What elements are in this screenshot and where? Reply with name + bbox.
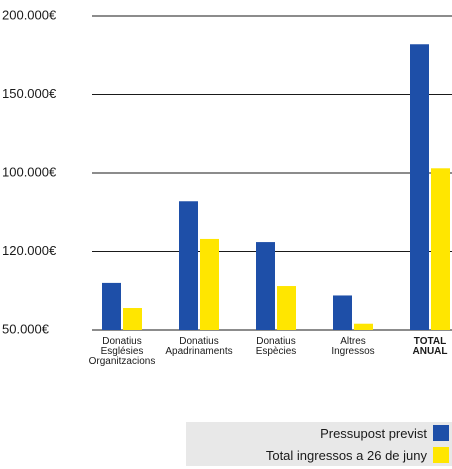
y-tick-label: 50.000€: [2, 321, 50, 336]
category-label: TOTAL ANUAL: [413, 336, 448, 357]
y-tick-label: 200.000€: [2, 7, 57, 22]
category-label: Altres Ingressos: [331, 336, 374, 357]
category-label-line: Apadrinaments: [165, 346, 232, 357]
y-tick-label: 120.000€: [2, 243, 57, 258]
category-label-line: TOTAL: [414, 336, 446, 347]
legend-item-planned: Pressupost previst: [186, 422, 452, 444]
bar-chart: 200.000€150.000€100.000€120.000€50.000€ …: [2, 7, 452, 367]
y-axis-ticks: 200.000€ 150.000€ 100.000€ 120.000€ 50.000€: [2, 7, 57, 336]
bar: [256, 242, 275, 330]
bar: [179, 201, 198, 330]
y-tick-label: 100.000€: [2, 164, 57, 179]
bar: [200, 238, 219, 330]
category-label-line: Altres: [340, 336, 366, 347]
bar: [333, 295, 352, 330]
category-label-line: Esglésies: [101, 346, 144, 357]
legend-label-actual: Total ingressos a 26 de juny: [265, 447, 427, 463]
category-label: Donatius Apadrinaments: [165, 336, 232, 357]
category-label-line: Donatius: [256, 336, 295, 347]
category-label-line: Espècies: [256, 346, 297, 357]
bar: [277, 286, 296, 330]
category-label-line: Ingressos: [331, 346, 374, 357]
bar: [431, 168, 450, 330]
bar: [102, 282, 121, 330]
y-tick-label: 150.000€: [2, 86, 57, 101]
category-label-line: Donatius: [102, 336, 141, 347]
legend: Pressupost previst Total ingressos a 26 …: [186, 422, 452, 466]
category-label-line: ANUAL: [413, 346, 448, 357]
category-label-line: Donatius: [179, 336, 218, 347]
category-label-line: Organitzacions: [89, 356, 156, 367]
bars: [102, 44, 450, 330]
legend-item-actual: Total ingressos a 26 de juny: [186, 444, 452, 466]
bar: [123, 308, 142, 330]
legend-swatch-actual: [433, 447, 449, 463]
bar: [410, 44, 429, 330]
category-label: Donatius Esglésies Organitzacions: [89, 336, 156, 367]
legend-label-planned: Pressupost previst: [320, 425, 427, 441]
bar: [354, 323, 373, 330]
category-label: Donatius Espècies: [256, 336, 297, 357]
legend-swatch-planned: [433, 425, 449, 441]
